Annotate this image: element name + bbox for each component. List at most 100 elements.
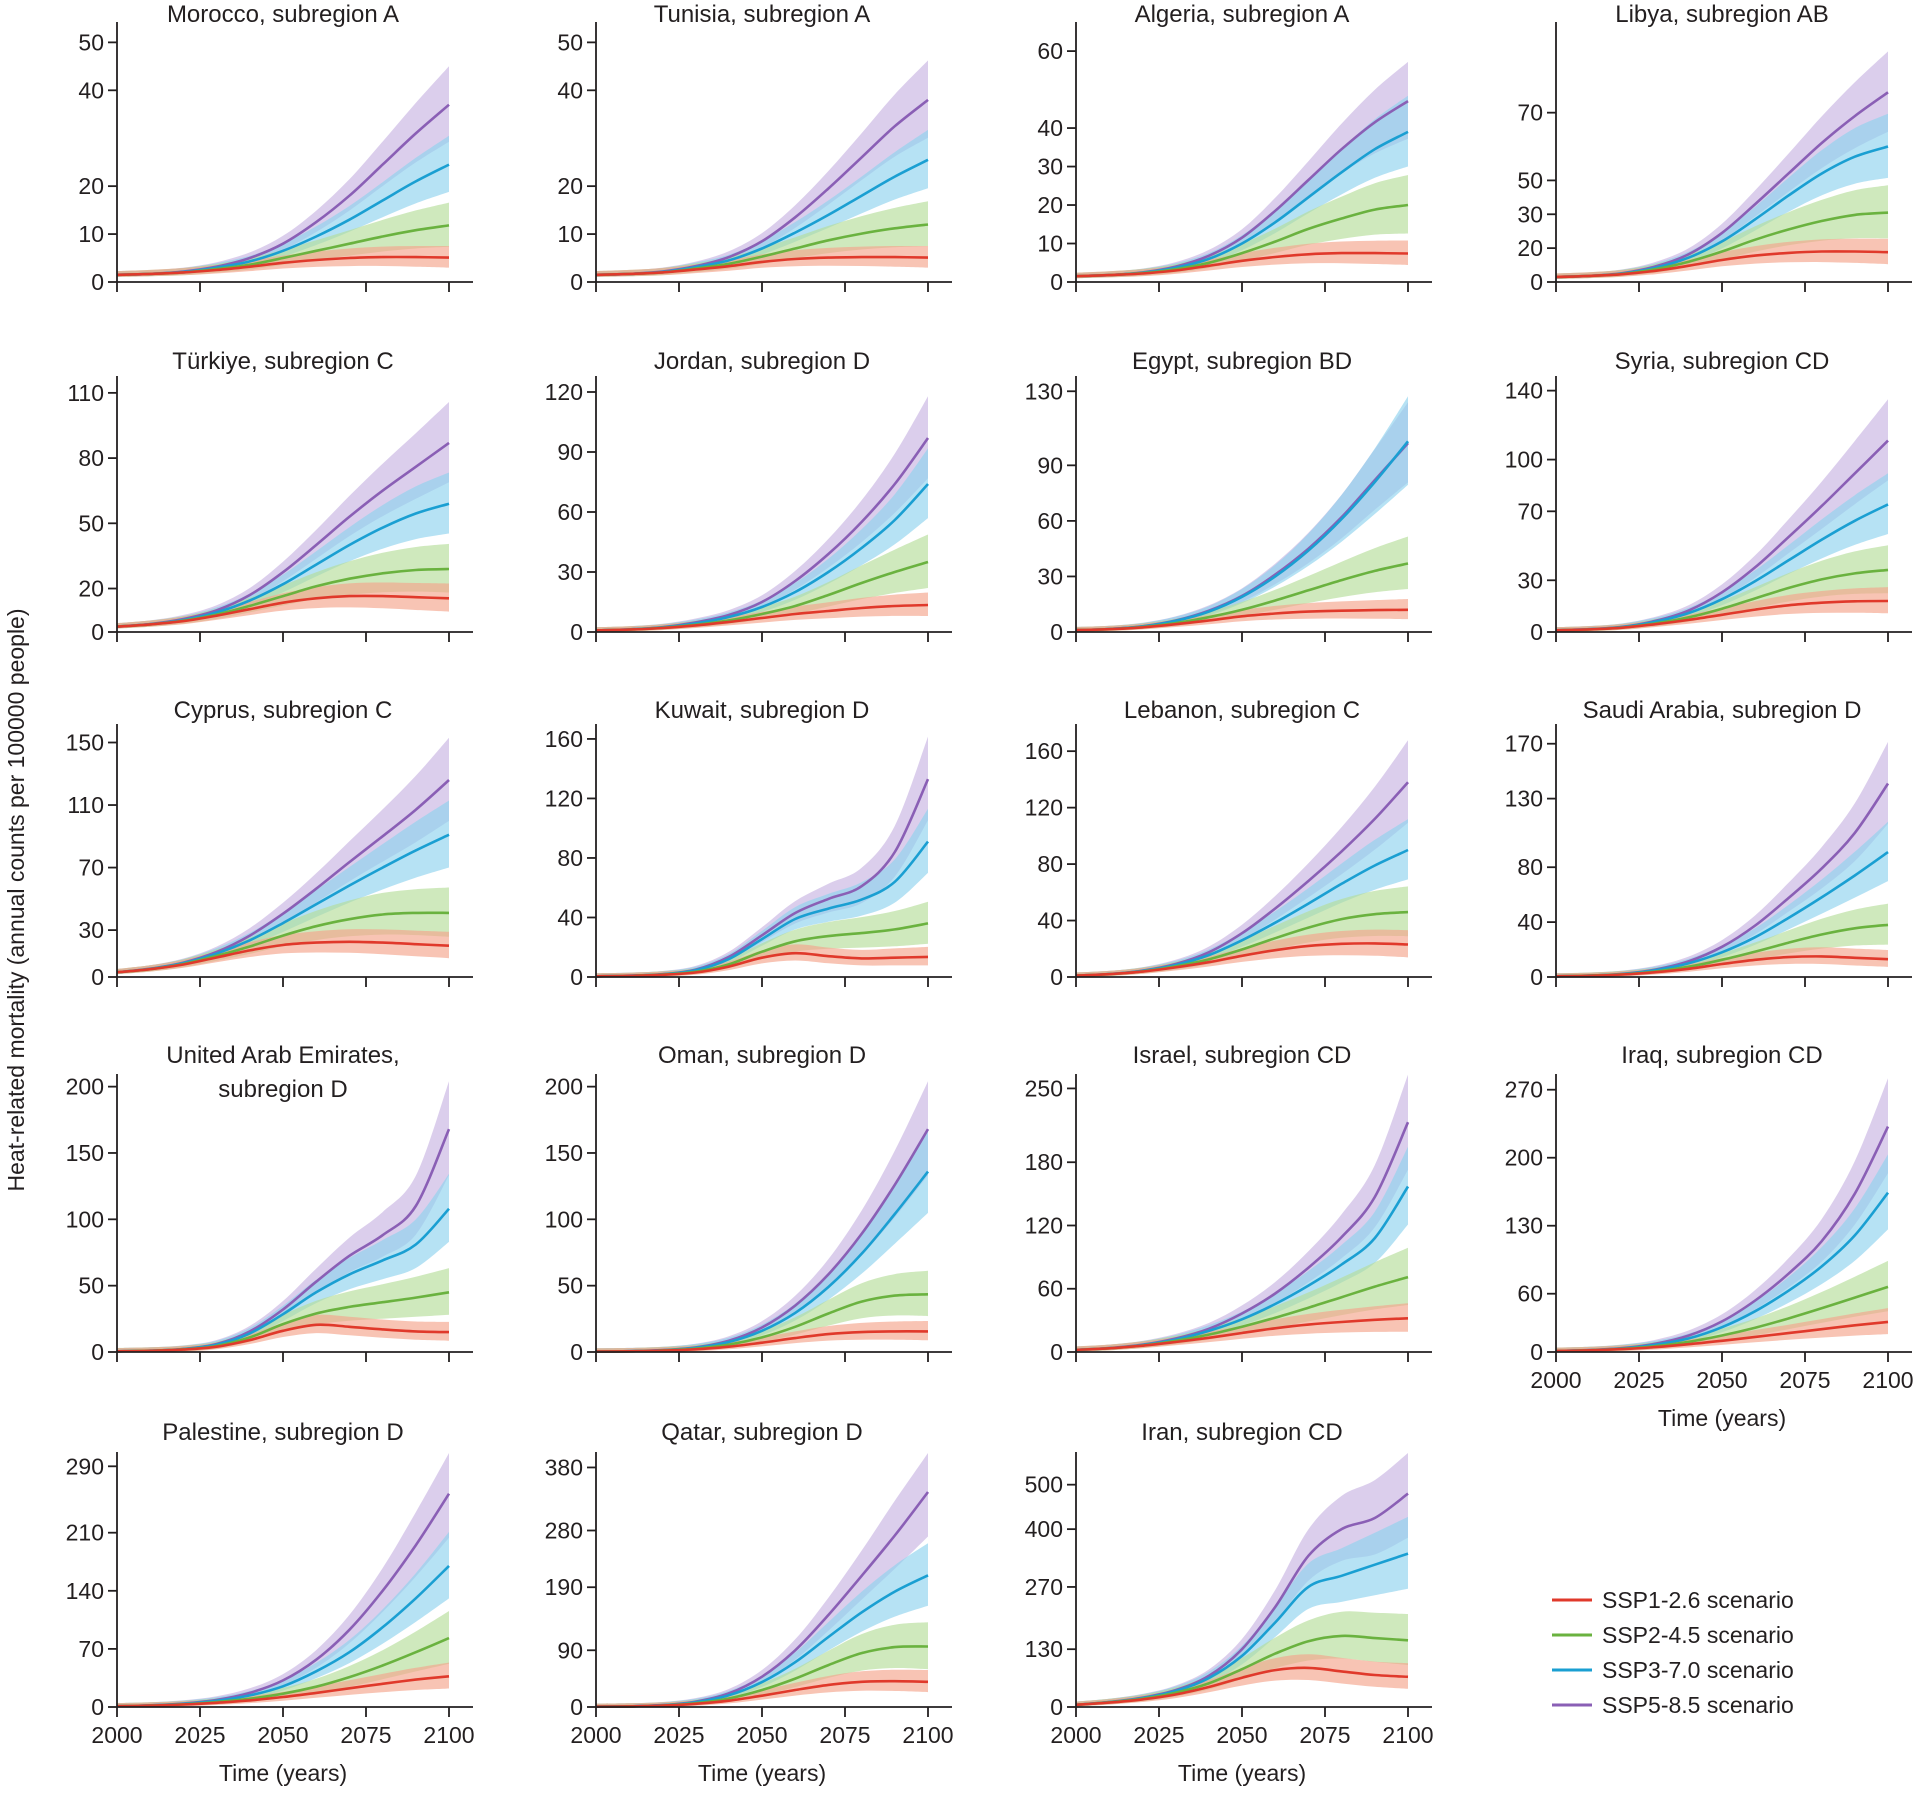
panel-title: Kuwait, subregion D <box>655 697 870 724</box>
y-tick-label: 20 <box>1037 192 1063 218</box>
panel-9: Cyprus, subregion C 0 30 70 110 150 <box>66 697 473 990</box>
panel-title: Saudi Arabia, subregion D <box>1583 697 1862 724</box>
band-ssp2-4.5 <box>117 543 449 629</box>
legend-item-ssp2-4.5: SSP2-4.5 scenario <box>1552 1622 1794 1648</box>
y-tick-label: 20 <box>1517 235 1543 261</box>
x-axis-title: Time (years) <box>219 1760 347 1786</box>
panel-title: Iraq, subregion CD <box>1621 1042 1822 1069</box>
series-line-ssp1-2.6 <box>116 940 450 974</box>
panel-title: Cyprus, subregion C <box>174 697 393 724</box>
y-tick-label: 50 <box>557 1273 583 1299</box>
y-tick-label: 190 <box>545 1574 583 1600</box>
x-tick-label: 2050 <box>257 1722 308 1748</box>
band-ssp1-2.6 <box>596 1321 928 1353</box>
series-line-ssp1-2.6 <box>1555 250 1889 279</box>
y-tick-label: 30 <box>1037 563 1063 589</box>
y-tick-label: 0 <box>1530 269 1543 295</box>
y-tick-label: 50 <box>78 29 104 55</box>
series-line-ssp1-2.6 <box>1075 1317 1409 1352</box>
x-tick-label: 2025 <box>174 1722 225 1748</box>
band-ssp3-7.0 <box>1076 1516 1408 1707</box>
panel-title: Libya, subregion AB <box>1615 1 1828 28</box>
x-tick-label: 2025 <box>1133 1722 1184 1748</box>
band-ssp5-8.5 <box>1556 399 1888 632</box>
band-ssp1-2.6 <box>1076 929 1408 977</box>
series-line-ssp1-2.6 <box>595 603 929 632</box>
band-ssp5-8.5 <box>117 66 449 277</box>
band-ssp2-4.5 <box>1556 545 1888 632</box>
panel-title: Palestine, subregion D <box>162 1419 403 1446</box>
band-ssp1-2.6 <box>117 929 449 975</box>
y-tick-label: 100 <box>545 1206 583 1232</box>
y-tick-label: 160 <box>545 726 583 752</box>
y-tick-label: 40 <box>1037 115 1063 141</box>
band-ssp5-8.5 <box>117 1453 449 1708</box>
x-tick-label: 2075 <box>340 1722 391 1748</box>
panel-6: Jordan, subregion D 0 30 60 90 120 <box>545 348 952 645</box>
y-tick-label: 70 <box>78 1636 104 1662</box>
y-tick-label: 120 <box>545 785 583 811</box>
band-ssp3-7.0 <box>596 1128 928 1353</box>
x-tick-label: 2050 <box>1216 1722 1267 1748</box>
y-tick-label: 160 <box>1025 738 1063 764</box>
y-tick-label: 500 <box>1025 1472 1063 1498</box>
y-tick-label: 280 <box>545 1517 583 1543</box>
band-ssp2-4.5 <box>117 887 449 975</box>
y-tick-label: 120 <box>1025 795 1063 821</box>
band-ssp5-8.5 <box>1076 1453 1408 1707</box>
y-tick-label: 10 <box>78 221 104 247</box>
y-tick-label: 60 <box>1517 1281 1543 1307</box>
y-tick-label: 130 <box>1025 1636 1063 1662</box>
y-tick-label: 30 <box>557 559 583 585</box>
y-tick-label: 40 <box>557 77 583 103</box>
series-line-ssp1-2.6 <box>116 255 450 277</box>
y-tick-label: 10 <box>1037 231 1063 257</box>
panel-15: Israel, subregion CD 0 60 120 180 250 <box>1025 1042 1432 1365</box>
y-tick-label: 140 <box>1505 378 1543 404</box>
y-tick-label: 70 <box>1517 498 1543 524</box>
y-tick-label: 200 <box>545 1074 583 1100</box>
x-tick-label: 2100 <box>1382 1722 1433 1748</box>
y-tick-label: 120 <box>1025 1212 1063 1238</box>
series-line-ssp1-2.6 <box>1555 599 1889 632</box>
band-ssp3-7.0 <box>117 1531 449 1708</box>
x-tick-label: 2100 <box>902 1722 953 1748</box>
y-tick-label: 80 <box>78 445 104 471</box>
band-ssp5-8.5 <box>596 60 928 277</box>
band-ssp3-7.0 <box>1076 95 1408 279</box>
y-tick-label: 270 <box>1025 1574 1063 1600</box>
y-tick-label: 100 <box>66 1206 104 1232</box>
y-tick-label: 0 <box>1050 964 1063 990</box>
panel-5: Türkiye, subregion C 0 20 50 80 110 <box>67 348 473 645</box>
series-line-ssp1-2.6 <box>1075 1666 1409 1707</box>
series-line-ssp1-2.6 <box>595 1679 929 1708</box>
y-tick-label: 30 <box>1037 154 1063 180</box>
panel-10: Kuwait, subregion D 0 40 80 120 160 <box>545 697 952 990</box>
y-tick-label: 110 <box>67 792 104 818</box>
x-tick-label: 2075 <box>819 1722 870 1748</box>
y-tick-label: 110 <box>67 380 104 406</box>
y-tick-label: 120 <box>545 379 583 405</box>
y-tick-label: 0 <box>91 269 104 295</box>
y-tick-label: 0 <box>570 1339 583 1365</box>
panel-18: Qatar, subregion D 0 90 190 280 380 2000 2025 20… <box>545 1419 954 1786</box>
y-tick-label: 200 <box>1505 1145 1543 1171</box>
band-ssp3-7.0 <box>1556 1154 1888 1353</box>
y-tick-label: 0 <box>1530 619 1543 645</box>
series-line-ssp1-2.6 <box>116 594 450 628</box>
y-tick-label: 90 <box>1037 452 1063 478</box>
y-tick-label: 130 <box>1025 378 1063 404</box>
legend-item-ssp1-2.6: SSP1-2.6 scenario <box>1552 1587 1794 1613</box>
y-tick-label: 60 <box>1037 38 1063 64</box>
x-tick-label: 2000 <box>91 1722 142 1748</box>
band-ssp5-8.5 <box>596 1453 928 1708</box>
y-tick-label: 70 <box>1517 100 1543 126</box>
panel-19: Iran, subregion CD 0 130 270 400 500 2000 2025 2… <box>1025 1419 1434 1786</box>
band-ssp3-7.0 <box>596 448 928 632</box>
y-tick-label: 20 <box>78 173 104 199</box>
y-tick-label: 0 <box>91 619 104 645</box>
band-ssp2-4.5 <box>1076 886 1408 977</box>
y-tick-label: 150 <box>66 730 104 756</box>
